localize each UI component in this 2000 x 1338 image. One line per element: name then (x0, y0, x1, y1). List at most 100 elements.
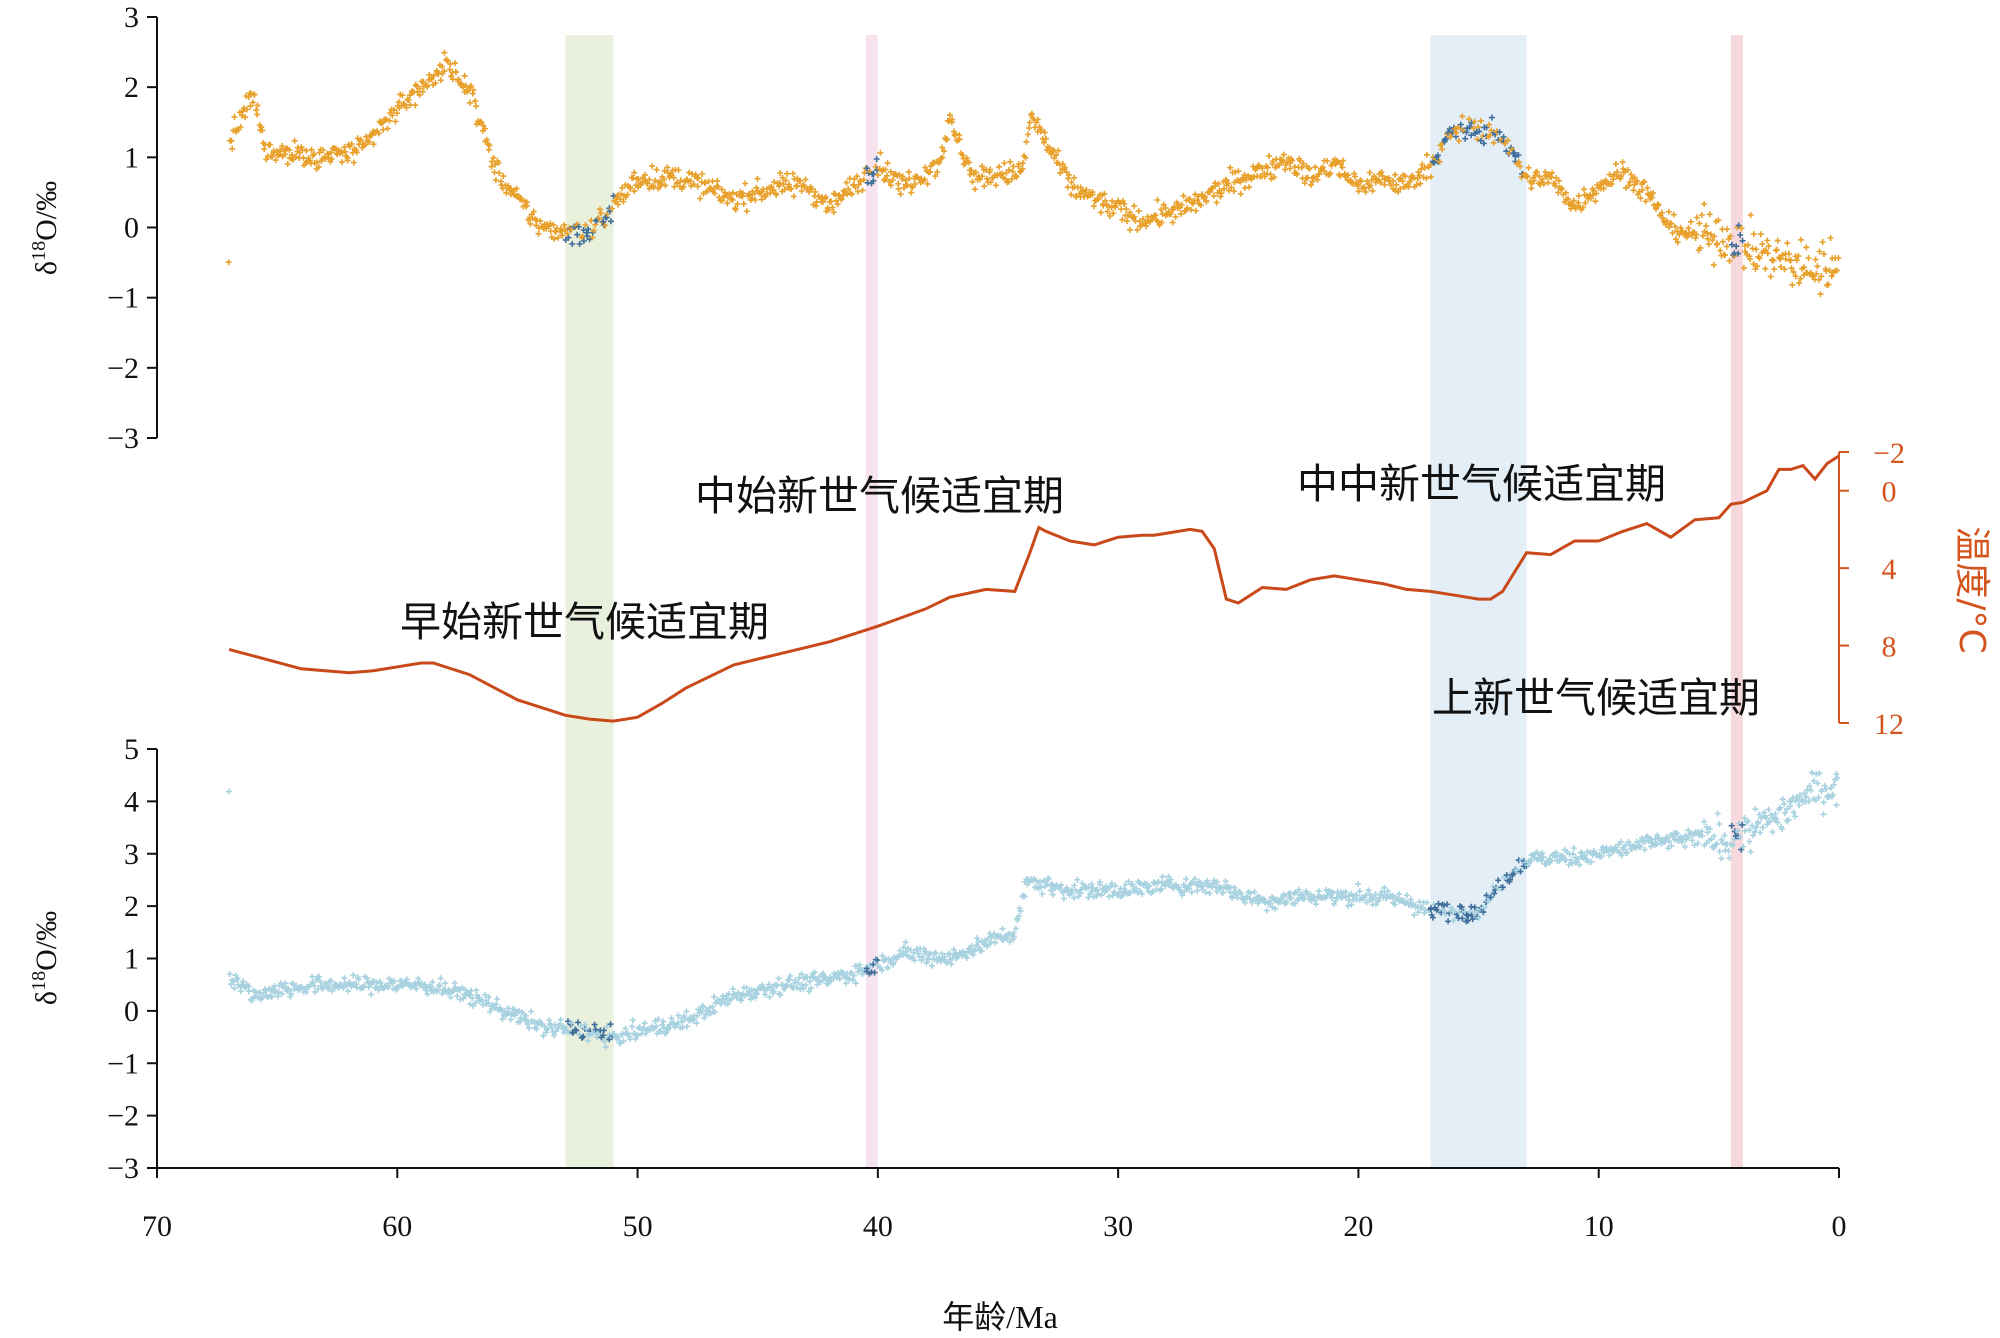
bottom-point (1716, 848, 1723, 855)
bottom-point (1272, 905, 1279, 912)
top-point (1642, 198, 1649, 205)
top-point (1813, 270, 1820, 277)
top-point (1352, 173, 1358, 180)
bottom-point (679, 1018, 686, 1025)
top-point (584, 233, 591, 240)
bottom-y-tick-label: −2 (107, 1100, 139, 1133)
top-point (809, 185, 816, 192)
bottom-point (385, 984, 391, 991)
top-point (1397, 185, 1404, 192)
bottom-point (462, 987, 469, 994)
top-point (788, 185, 795, 192)
bottom-point (1575, 856, 1582, 863)
bottom-point (1755, 819, 1761, 826)
top-point (932, 173, 939, 180)
top-point (802, 176, 809, 183)
top-point (1670, 211, 1677, 218)
bottom-point (1354, 880, 1361, 887)
top-point (299, 146, 306, 153)
top-point (1468, 132, 1475, 139)
top-point (1259, 165, 1266, 172)
top-point (1284, 159, 1290, 166)
top-point (609, 205, 615, 212)
bottom-point (482, 991, 488, 998)
bottom-point (1758, 815, 1765, 822)
top-point (966, 159, 973, 166)
top-point (393, 110, 400, 117)
bottom-point (533, 1025, 540, 1032)
top-point (753, 184, 760, 191)
bottom-point (1718, 855, 1725, 862)
top-point (1119, 216, 1126, 223)
bottom-point (1060, 895, 1067, 902)
top-point (1701, 200, 1708, 207)
top-point (416, 85, 423, 92)
top-point (887, 168, 894, 175)
top-point (1465, 116, 1472, 122)
bottom-point (1342, 889, 1349, 895)
top-point (1593, 190, 1600, 197)
top-point (547, 220, 554, 227)
top-point (366, 138, 373, 145)
bottom-point (620, 1038, 627, 1045)
bottom-point (1206, 890, 1213, 897)
top-point (1759, 241, 1766, 247)
bottom-point (523, 1012, 529, 1019)
bottom-y-tick-label: −1 (107, 1047, 139, 1080)
bottom-point (288, 991, 295, 998)
top-point (1655, 202, 1662, 209)
top-point (1415, 169, 1422, 176)
bottom-point (1162, 883, 1169, 889)
bottom-point (231, 985, 238, 992)
top-point (1289, 157, 1296, 164)
bottom-point (1295, 886, 1302, 893)
top-point (822, 195, 828, 202)
annotation-mmco: 中中新世气候适宜期 (1297, 460, 1666, 508)
top-point (1243, 176, 1250, 183)
top-point (576, 240, 583, 247)
bottom-point (1782, 810, 1788, 816)
top-point (770, 187, 777, 194)
top-point (939, 144, 946, 151)
bottom-point (1194, 887, 1201, 894)
bottom-point (1202, 889, 1209, 896)
bottom-point (964, 955, 970, 961)
top-point (1068, 191, 1075, 198)
top-point (296, 149, 303, 156)
bottom-point (1183, 876, 1190, 882)
top-point (1704, 229, 1710, 236)
top-point (1687, 218, 1694, 225)
bottom-point (499, 1015, 506, 1022)
top-point (1653, 205, 1659, 212)
bottom-point (487, 1008, 493, 1015)
top-point (1022, 154, 1029, 161)
top-point (1782, 256, 1789, 262)
top-point (1509, 146, 1516, 153)
top-point (661, 176, 667, 183)
bottom-y-tick-label: 3 (124, 838, 139, 871)
bottom-point (1746, 838, 1753, 845)
top-point (386, 117, 393, 124)
bottom-point (771, 988, 778, 995)
top-point (908, 189, 915, 196)
top-point (790, 193, 797, 200)
bottom-point (1540, 854, 1547, 861)
bottom-point (700, 1003, 707, 1010)
bottom-point (507, 1016, 514, 1023)
top-point (1649, 194, 1656, 201)
top-point (455, 76, 462, 83)
bottom-point (1728, 822, 1735, 829)
temperature-y-ticks: −2 0 4 8 12 (1839, 437, 1905, 741)
top-point (1558, 185, 1565, 192)
bottom-point (1049, 891, 1056, 898)
bottom-point (1348, 901, 1355, 908)
top-point (855, 188, 861, 195)
bottom-point (1708, 836, 1715, 843)
bottom-point (1827, 784, 1834, 791)
bottom-point (1741, 815, 1748, 822)
bottom-point (1694, 840, 1701, 847)
top-point (642, 171, 648, 178)
top-point (1770, 257, 1777, 264)
top-point (624, 191, 631, 198)
top-point (565, 234, 572, 241)
